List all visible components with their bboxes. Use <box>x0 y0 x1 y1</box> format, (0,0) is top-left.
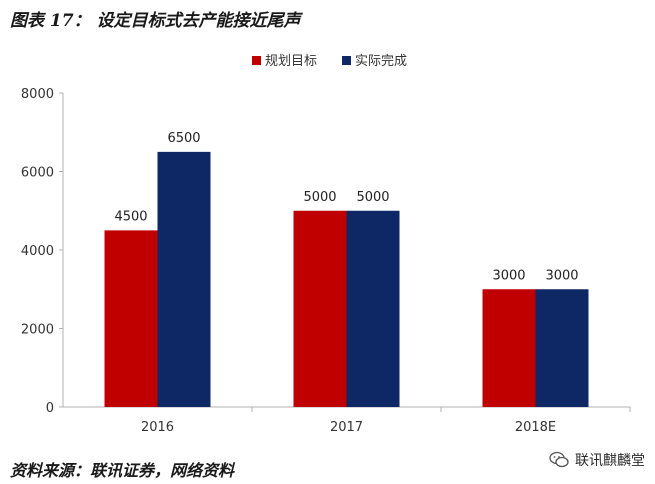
data-label: 6500 <box>167 131 200 146</box>
watermark: 联讯麒麟堂 <box>549 450 645 470</box>
data-label: 3000 <box>492 268 525 283</box>
bar-实际完成-2017 <box>346 210 400 407</box>
chart-svg: 规划目标 实际完成 0 2000 4000 6000 8000 4500 6500 2016 500… <box>21 54 631 435</box>
y-tick-label: 2000 <box>21 323 54 338</box>
watermark-text: 联讯麒麟堂 <box>575 453 645 469</box>
source-note: 资料来源：联讯证券，网络资料 <box>10 461 235 480</box>
data-label: 5000 <box>356 190 389 205</box>
bar-规划目标-2017 <box>293 210 347 407</box>
legend-swatch-1 <box>342 56 351 65</box>
y-tick-label: 8000 <box>21 87 54 102</box>
y-tick-label: 4000 <box>21 244 54 259</box>
legend-label-0: 规划目标 <box>265 54 317 69</box>
bar-规划目标-2018E <box>482 289 536 407</box>
bar-chart: 规划目标 实际完成 0 2000 4000 6000 8000 4500 6500 2016 500… <box>0 40 655 440</box>
legend-label-1: 实际完成 <box>355 54 407 69</box>
wechat-icon <box>549 451 569 469</box>
legend-swatch-0 <box>252 56 261 65</box>
x-tick-label: 2018E <box>515 420 556 435</box>
bar-实际完成-2016 <box>157 151 211 407</box>
x-tick-label: 2017 <box>330 420 363 435</box>
bar-规划目标-2016 <box>104 230 158 407</box>
x-tick-label: 2016 <box>141 420 174 435</box>
y-tick-label: 6000 <box>21 166 54 181</box>
data-label: 3000 <box>545 268 578 283</box>
figure-title: 图表 17： 设定目标式去产能接近尾声 <box>10 11 301 31</box>
data-label: 4500 <box>114 209 147 224</box>
data-label: 5000 <box>303 190 336 205</box>
bar-实际完成-2018E <box>535 289 589 407</box>
y-tick-label: 0 <box>46 401 54 416</box>
